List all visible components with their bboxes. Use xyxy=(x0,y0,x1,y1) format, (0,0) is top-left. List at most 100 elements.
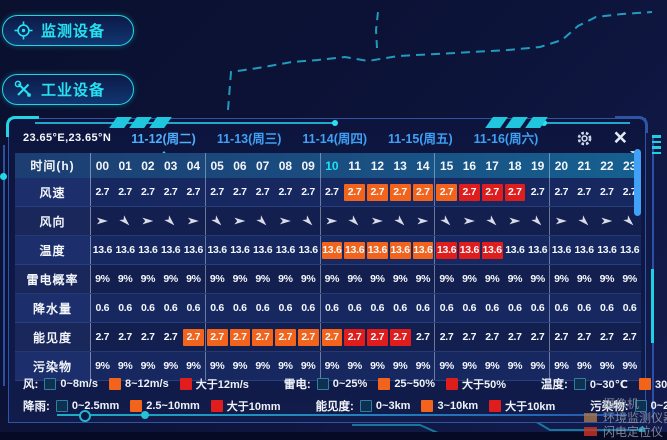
map-legend-item: 闪电定位仪 xyxy=(584,424,667,439)
hour-header-04[interactable]: 04 xyxy=(182,153,206,178)
hour-header-18[interactable]: 18 xyxy=(508,158,522,173)
data-cell: 13.6 xyxy=(458,236,481,264)
legend-group: 风: 0~8m/s 8~12m/s 大于12m/s xyxy=(23,376,260,392)
date-tab-1[interactable]: 11-13(周三) xyxy=(216,132,282,146)
hour-header-11[interactable]: 11 xyxy=(348,158,361,173)
hour-header-02[interactable]: 02 xyxy=(141,158,155,173)
data-cell: 2.7 xyxy=(297,178,321,206)
hour-header-15[interactable]: 15 xyxy=(439,158,454,173)
data-cell: 13.6 xyxy=(115,243,136,256)
data-cell: 13.6 xyxy=(505,243,525,256)
data-cell: 13.6 xyxy=(481,236,504,264)
legend-group: 雷电: 0~25% 25~50% 大于50% xyxy=(284,376,517,392)
data-cell: 9% xyxy=(163,272,178,285)
hour-header-06[interactable]: 06 xyxy=(233,158,247,173)
vertical-scrollbar[interactable] xyxy=(634,149,641,216)
hour-header-03[interactable]: 03 xyxy=(163,158,178,173)
wind-direction-arrow xyxy=(251,207,274,235)
legend: 风: 0~8m/s 8~12m/s 大于12m/s 雷电: 0~25% 25~50% 大于50… xyxy=(23,373,667,417)
table-row-温度: 温度 13.6 13.6 13.6 13.6 13.6 13.6 13.6 13.6 13.6 13… xyxy=(15,236,641,265)
data-cell: 0.6 xyxy=(255,301,270,314)
wind-direction-arrow xyxy=(114,207,137,235)
hour-header-09[interactable]: 09 xyxy=(297,153,321,178)
data-cell: 9% xyxy=(622,359,637,372)
data-cell: 13.6 xyxy=(253,243,273,256)
wind-direction-arrow xyxy=(297,207,321,235)
legend-group-name: 雷电: xyxy=(283,379,311,391)
data-cell: 9% xyxy=(554,359,569,372)
settings-gear-icon[interactable] xyxy=(576,130,593,152)
monitoring-devices-button[interactable]: 监测设备 xyxy=(2,15,134,46)
map-legend-swatch xyxy=(584,412,597,422)
legend-group-name: 降雨: xyxy=(23,401,50,413)
legend-item: 0~25% xyxy=(634,400,667,412)
hour-header-14[interactable]: 14 xyxy=(412,153,436,178)
data-cell: 9% xyxy=(599,272,615,285)
hour-header-07[interactable]: 07 xyxy=(255,158,270,173)
date-tab-2[interactable]: 11-14(周四) xyxy=(302,132,368,146)
data-cell: 9% xyxy=(297,265,321,293)
hour-header-20[interactable]: 20 xyxy=(554,158,569,173)
data-cell: 9% xyxy=(117,359,133,372)
date-tab-3[interactable]: 11-15(周五) xyxy=(388,132,453,146)
hour-header-08[interactable]: 08 xyxy=(278,158,293,173)
data-cell: 2.7 xyxy=(343,323,366,351)
legend-row: 降雨: 0~2.5mm 2.5~10mm 大于10mm 能见度: 0~3km 3~10km 大… xyxy=(23,395,667,417)
legend-group-name: 温度: xyxy=(541,379,568,391)
hour-header-23[interactable]: 23 xyxy=(622,158,637,173)
industrial-devices-button[interactable]: 工业设备 xyxy=(2,74,134,105)
data-cell: 2.7 xyxy=(389,178,412,206)
legend-row: 风: 0~8m/s 8~12m/s 大于12m/s 雷电: 0~25% 25~50% 大于50… xyxy=(23,373,667,395)
hour-header-17[interactable]: 17 xyxy=(485,158,499,173)
data-cell: 0.6 xyxy=(163,301,178,314)
target-icon xyxy=(14,21,33,40)
date-tab-0[interactable]: 11-12(周二) xyxy=(131,128,196,157)
legend-item: 0~30℃ xyxy=(573,378,628,391)
hour-header-10[interactable]: 10 xyxy=(325,158,339,173)
data-cell: 2.7 xyxy=(577,330,591,343)
data-cell: 9% xyxy=(462,359,477,372)
data-cell: 13.6 xyxy=(321,236,344,264)
legend-swatch-orange xyxy=(378,378,391,390)
table-row-污染物: 污染物 9% 9% 9% 9% 9% 9% 9% 9% 9% 9% 9% 9% 9% 9% 9% 9% 9% 9% 9… xyxy=(15,352,641,381)
row-label: 污染物 xyxy=(15,352,91,380)
data-cell: 9% xyxy=(297,352,321,380)
legend-swatch-normal xyxy=(573,378,586,390)
legend-item: 大于10km xyxy=(489,398,555,414)
data-cell: 0.6 xyxy=(278,301,293,314)
hour-header-13[interactable]: 13 xyxy=(393,158,407,173)
data-cell: 2.7 xyxy=(435,178,458,206)
hour-header-00[interactable]: 00 xyxy=(95,158,110,173)
legend-swatch-orange xyxy=(108,378,121,390)
hour-header-22[interactable]: 22 xyxy=(600,158,614,173)
data-cell: 2.7 xyxy=(622,330,637,343)
hour-header-12[interactable]: 12 xyxy=(370,158,385,173)
date-tab-4[interactable]: 11-16(周六) xyxy=(473,132,539,146)
data-cell: 0.6 xyxy=(600,301,614,314)
data-cell: 2.7 xyxy=(297,323,321,351)
hour-header-16[interactable]: 16 xyxy=(462,158,477,173)
panel-dash-decoration xyxy=(652,135,661,154)
data-cell: 0.6 xyxy=(412,294,436,322)
hour-header-05[interactable]: 05 xyxy=(210,158,224,173)
map-legend-swatch xyxy=(584,426,597,436)
data-cell: 13.6 xyxy=(597,243,617,256)
wind-direction-arrow xyxy=(458,207,481,235)
row-label: 温度 xyxy=(15,236,91,264)
hour-header-19[interactable]: 19 xyxy=(526,153,550,178)
data-cell: 13.6 xyxy=(297,236,321,264)
wind-direction-arrow xyxy=(435,207,458,235)
data-cell: 13.6 xyxy=(275,243,296,256)
wind-direction-arrow xyxy=(159,207,182,235)
legend-item-label: 2.5~10mm xyxy=(146,400,200,412)
legend-swatch-normal xyxy=(634,400,647,412)
hour-header-21[interactable]: 21 xyxy=(577,158,591,173)
hour-header-01[interactable]: 01 xyxy=(118,158,132,173)
data-cell: 2.7 xyxy=(182,178,206,206)
data-cell: 2.7 xyxy=(118,185,132,198)
close-icon[interactable]: × xyxy=(613,124,627,150)
wind-direction-arrow xyxy=(389,207,412,235)
data-cell: 0.6 xyxy=(210,301,224,314)
data-cell: 9% xyxy=(117,272,133,285)
data-cell: 9% xyxy=(392,272,408,285)
